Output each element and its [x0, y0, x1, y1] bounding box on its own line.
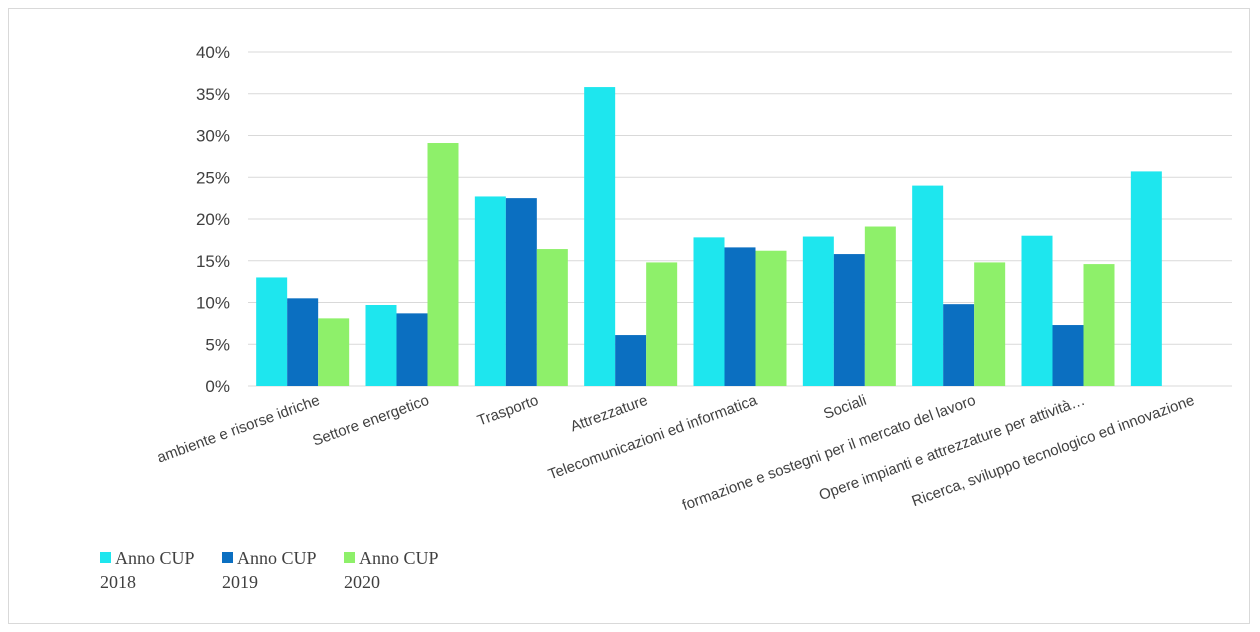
bar-2018	[1130, 171, 1162, 386]
bar-2019	[505, 198, 537, 386]
bar-2019	[724, 247, 756, 386]
bar-2018	[912, 185, 944, 386]
legend-label-2018: Anno CUP 2018	[100, 548, 195, 592]
bar-2018	[802, 236, 834, 386]
y-tick-label: 20%	[196, 210, 230, 229]
y-tick-label: 25%	[196, 168, 230, 187]
legend-item-2020: Anno CUP 2020	[344, 546, 466, 594]
bar-2019	[833, 254, 865, 386]
y-tick-label: 35%	[196, 85, 230, 104]
legend: Anno CUP 2018 Anno CUP 2019 Anno CUP 202…	[100, 546, 466, 594]
legend-swatch-2018	[100, 552, 111, 563]
y-tick-label: 40%	[196, 43, 230, 62]
bar-2018	[1021, 235, 1053, 386]
x-category-label: Telecomunicazioni ed informatica	[546, 392, 760, 484]
y-tick-label: 15%	[196, 252, 230, 271]
bar-2018	[693, 237, 725, 386]
bar-2020	[1083, 264, 1115, 386]
x-category-label: Settore energetico	[310, 392, 431, 450]
legend-label-2019: Anno CUP 2019	[222, 548, 317, 592]
y-tick-label: 5%	[205, 335, 230, 354]
bar-2019	[1052, 325, 1084, 386]
bar-2020	[646, 262, 678, 386]
legend-item-2018: Anno CUP 2018	[100, 546, 222, 594]
bar-2020	[427, 143, 459, 386]
bar-2018	[474, 196, 506, 386]
y-tick-label: 10%	[196, 294, 230, 313]
x-category-label: Attrezzature	[568, 392, 650, 436]
bar-2020	[864, 226, 896, 386]
legend-swatch-2019	[222, 552, 233, 563]
bar-2019	[287, 298, 319, 386]
x-category-label: Sociali	[821, 392, 868, 423]
x-category-label: ambiente e risorse idriche	[155, 392, 322, 467]
y-tick-label: 0%	[205, 377, 230, 396]
legend-item-2019: Anno CUP 2019	[222, 546, 344, 594]
legend-label-2020: Anno CUP 2020	[344, 548, 439, 592]
bar-2020	[974, 262, 1006, 386]
legend-swatch-2020	[344, 552, 355, 563]
bar-2018	[365, 305, 397, 386]
bar-2020	[536, 249, 568, 386]
bar-2019	[943, 304, 975, 386]
bar-2019	[396, 313, 428, 386]
y-tick-label: 30%	[196, 127, 230, 146]
bar-2019	[615, 335, 647, 386]
bar-2020	[318, 318, 350, 386]
bar-2018	[256, 277, 288, 386]
x-category-label: Trasporto	[475, 392, 541, 430]
bar-2018	[584, 87, 616, 386]
bar-2020	[755, 250, 787, 386]
